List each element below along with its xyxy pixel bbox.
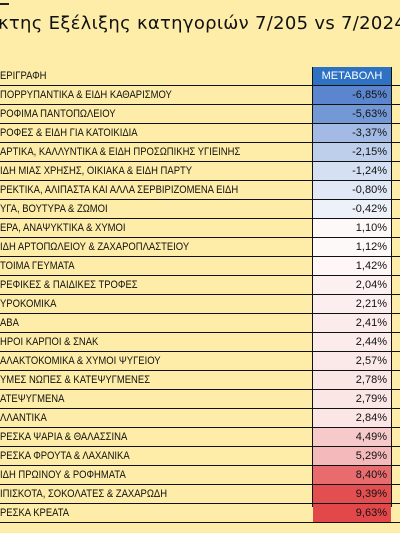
row-category: ΥΓΑ, ΒΟΥΤΥΡΑ & ΖΩΜΟΙ [0,203,108,215]
row-category: ΠΟΡΡΥΠΑΝΤΙΚΑ & ΕΙΔΗ ΚΑΘΑΡΙΣΜΟΥ [0,89,172,101]
row-category: ΥΡΟΚΟΜΙΚΑ [0,298,57,310]
row-value: 9,39% [313,485,391,503]
row-value: 2,79% [313,390,391,408]
row-value: 2,04% [313,276,391,294]
table-row: ΥΡΟΚΟΜΙΚΑ 2,21% [0,295,400,314]
row-value: -1,24% [313,162,391,180]
row-value: 1,10% [313,219,391,237]
table-row: ΙΔΗ ΑΡΤΟΠΩΛΕΙΟΥ & ΖΑΧΑΡΟΠΛΑΣΤΕΙΟΥ 1,12% [0,238,400,257]
row-category: ΡΟΦΙΜΑ ΠΑΝΤΟΠΩΛΕΙΟΥ [0,108,116,120]
row-value: 5,29% [313,447,391,465]
row-category: ΙΔΗ ΜΙΑΣ ΧΡΗΣΗΣ, ΟΙΚΙΑΚΑ & ΕΙΔΗ ΠΑΡΤΥ [0,165,193,177]
row-value: 4,49% [313,428,391,446]
table-header: ΕΡΙΓΡΑΦΗ ΜΕΤΑΒΟΛΗ [0,67,400,86]
row-category: ΥΜΕΣ ΝΩΠΕΣ & ΚΑΤΕΨΥΓΜΕΝΕΣ [0,374,151,386]
table-row: ΡΟΦΕΣ & ΕΙΔΗ ΓΙΑ ΚΑΤΟΙΚΙΔΙΑ -3,37% [0,124,400,143]
table-row: ΙΠΙΣΚΟΤΑ, ΣΟΚΟΛΑΤΕΣ & ΖΑΧΑΡΩΔΗ 9,39% [0,485,400,504]
row-category: ΑΛΑΚΤΟΚΟΜΙΚΑ & ΧΥΜΟΙ ΨΥΓΕΙΟΥ [0,355,161,367]
table-row: ΙΔΗ ΠΡΩΙΝΟΥ & ΡΟΦΗΜΑΤΑ 8,40% [0,466,400,485]
table-row: ΡΕΣΚΑ ΚΡΕΑΤΑ 9,63% [0,504,400,523]
row-category: ΗΡΟΙ ΚΑΡΠΟΙ & ΣΝΑΚ [0,336,99,348]
row-value: -2,15% [313,143,391,161]
table-row: ΡΕΦΙΚΕΣ & ΠΑΙΔΙΚΕΣ ΤΡΟΦΕΣ 2,04% [0,276,400,295]
row-value: 1,12% [313,238,391,256]
row-category: ΛΛΑΝΤΙΚΑ [0,412,47,424]
row-category: ΕΡΑ, ΑΝΑΨΥΚΤΙΚΑ & ΧΥΜΟΙ [0,222,126,234]
row-value: 2,44% [313,333,391,351]
table-row: ΠΟΡΡΥΠΑΝΤΙΚΑ & ΕΙΔΗ ΚΑΘΑΡΙΣΜΟΥ -6,85% [0,86,400,105]
header-category: ΕΡΙΓΡΑΦΗ [0,70,47,82]
row-category: ΡΕΣΚΑ ΚΡΕΑΤΑ [0,507,70,519]
row-category: ΡΕΚΤΙΚΑ, ΑΛΙΠΑΣΤΑ ΚΑΙ ΑΛΛΑ ΣΕΡΒΙΡΙΖΟΜΕΝΑ… [0,184,239,196]
row-value: 2,78% [313,371,391,389]
row-category: ΡΟΦΕΣ & ΕΙΔΗ ΓΙΑ ΚΑΤΟΙΚΙΔΙΑ [0,127,138,139]
row-value: 9,63% [313,504,391,522]
table-row: ΤΟΙΜΑ ΓΕΥΜΑΤΑ 1,42% [0,257,400,276]
row-value: -6,85% [313,86,391,104]
table-row: ΙΔΗ ΜΙΑΣ ΧΡΗΣΗΣ, ΟΙΚΙΑΚΑ & ΕΙΔΗ ΠΑΡΤΥ -1,… [0,162,400,181]
table-row: ΕΡΑ, ΑΝΑΨΥΚΤΙΚΑ & ΧΥΜΟΙ 1,10% [0,219,400,238]
row-value: 2,41% [313,314,391,332]
table-row: ΑΛΑΚΤΟΚΟΜΙΚΑ & ΧΥΜΟΙ ΨΥΓΕΙΟΥ 2,57% [0,352,400,371]
row-category: ΑΒΑ [0,317,19,329]
column-border [391,67,392,507]
row-category: ΡΕΦΙΚΕΣ & ΠΑΙΔΙΚΕΣ ΤΡΟΦΕΣ [0,279,138,291]
row-value: 2,21% [313,295,391,313]
row-category: ΙΔΗ ΠΡΩΙΝΟΥ & ΡΟΦΗΜΑΤΑ [0,469,126,481]
row-category: ΙΠΙΣΚΟΤΑ, ΣΟΚΟΛΑΤΕΣ & ΖΑΧΑΡΩΔΗ [0,488,168,500]
header-value: ΜΕΤΑΒΟΛΗ [313,67,391,85]
table-row: ΛΛΑΝΤΙΚΑ 2,84% [0,409,400,428]
table-row: ΗΡΟΙ ΚΑΡΠΟΙ & ΣΝΑΚ 2,44% [0,333,400,352]
table-row: ΡΕΣΚΑ ΨΑΡΙΑ & ΘΑΛΑΣΣΙΝΑ 4,49% [0,428,400,447]
row-value: 1,42% [313,257,391,275]
change-table: ΕΡΙΓΡΑΦΗ ΜΕΤΑΒΟΛΗ ΠΟΡΡΥΠΑΝΤΙΚΑ & ΕΙΔΗ ΚΑ… [0,67,400,523]
page-title: κτης Εξέλιξης κατηγοριών 7/205 vs 7/2024 [0,13,400,34]
table-row: ΥΓΑ, ΒΟΥΤΥΡΑ & ΖΩΜΟΙ -0,42% [0,200,400,219]
column-divider [312,67,313,507]
table-row: ΡΕΚΤΙΚΑ, ΑΛΙΠΑΣΤΑ ΚΑΙ ΑΛΛΑ ΣΕΡΒΙΡΙΖΟΜΕΝΑ… [0,181,400,200]
row-category: ΑΡΤΙΚΑ, ΚΑΛΛΥΝΤΙΚΑ & ΕΙΔΗ ΠΡΟΣΩΠΙΚΗΣ ΥΓΙ… [0,146,241,158]
table-row: ΑΒΑ 2,41% [0,314,400,333]
table-row: ΡΕΣΚΑ ΦΡΟΥΤΑ & ΛΑΧΑΝΙΚΑ 5,29% [0,447,400,466]
table-row: ΡΟΦΙΜΑ ΠΑΝΤΟΠΩΛΕΙΟΥ -5,63% [0,105,400,124]
row-value: -0,42% [313,200,391,218]
row-category: ΤΟΙΜΑ ΓΕΥΜΑΤΑ [0,260,75,272]
table-row: ΥΜΕΣ ΝΩΠΕΣ & ΚΑΤΕΨΥΓΜΕΝΕΣ 2,78% [0,371,400,390]
row-value: -0,80% [313,181,391,199]
table-row: ΑΡΤΙΚΑ, ΚΑΛΛΥΝΤΙΚΑ & ΕΙΔΗ ΠΡΟΣΩΠΙΚΗΣ ΥΓΙ… [0,143,400,162]
row-value: -3,37% [313,124,391,142]
row-value: 8,40% [313,466,391,484]
row-value: -5,63% [313,105,391,123]
row-category: ΑΤΕΨΥΓΜΕΝΑ [0,393,65,405]
row-category: ΙΔΗ ΑΡΤΟΠΩΛΕΙΟΥ & ΖΑΧΑΡΟΠΛΑΣΤΕΙΟΥ [0,241,190,253]
row-value: 2,57% [313,352,391,370]
row-value: 2,84% [313,409,391,427]
table-row: ΑΤΕΨΥΓΜΕΝΑ 2,79% [0,390,400,409]
row-category: ΡΕΣΚΑ ΨΑΡΙΑ & ΘΑΛΑΣΣΙΝΑ [0,431,128,443]
top-rule [0,3,9,5]
row-category: ΡΕΣΚΑ ΦΡΟΥΤΑ & ΛΑΧΑΝΙΚΑ [0,450,130,462]
